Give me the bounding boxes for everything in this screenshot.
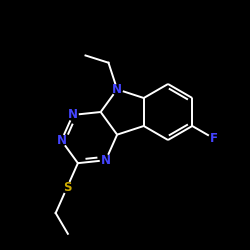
- Text: F: F: [210, 132, 218, 145]
- Text: N: N: [101, 154, 111, 167]
- Text: N: N: [68, 108, 78, 122]
- Text: S: S: [63, 181, 71, 194]
- Text: N: N: [56, 134, 66, 147]
- Text: N: N: [112, 83, 122, 96]
